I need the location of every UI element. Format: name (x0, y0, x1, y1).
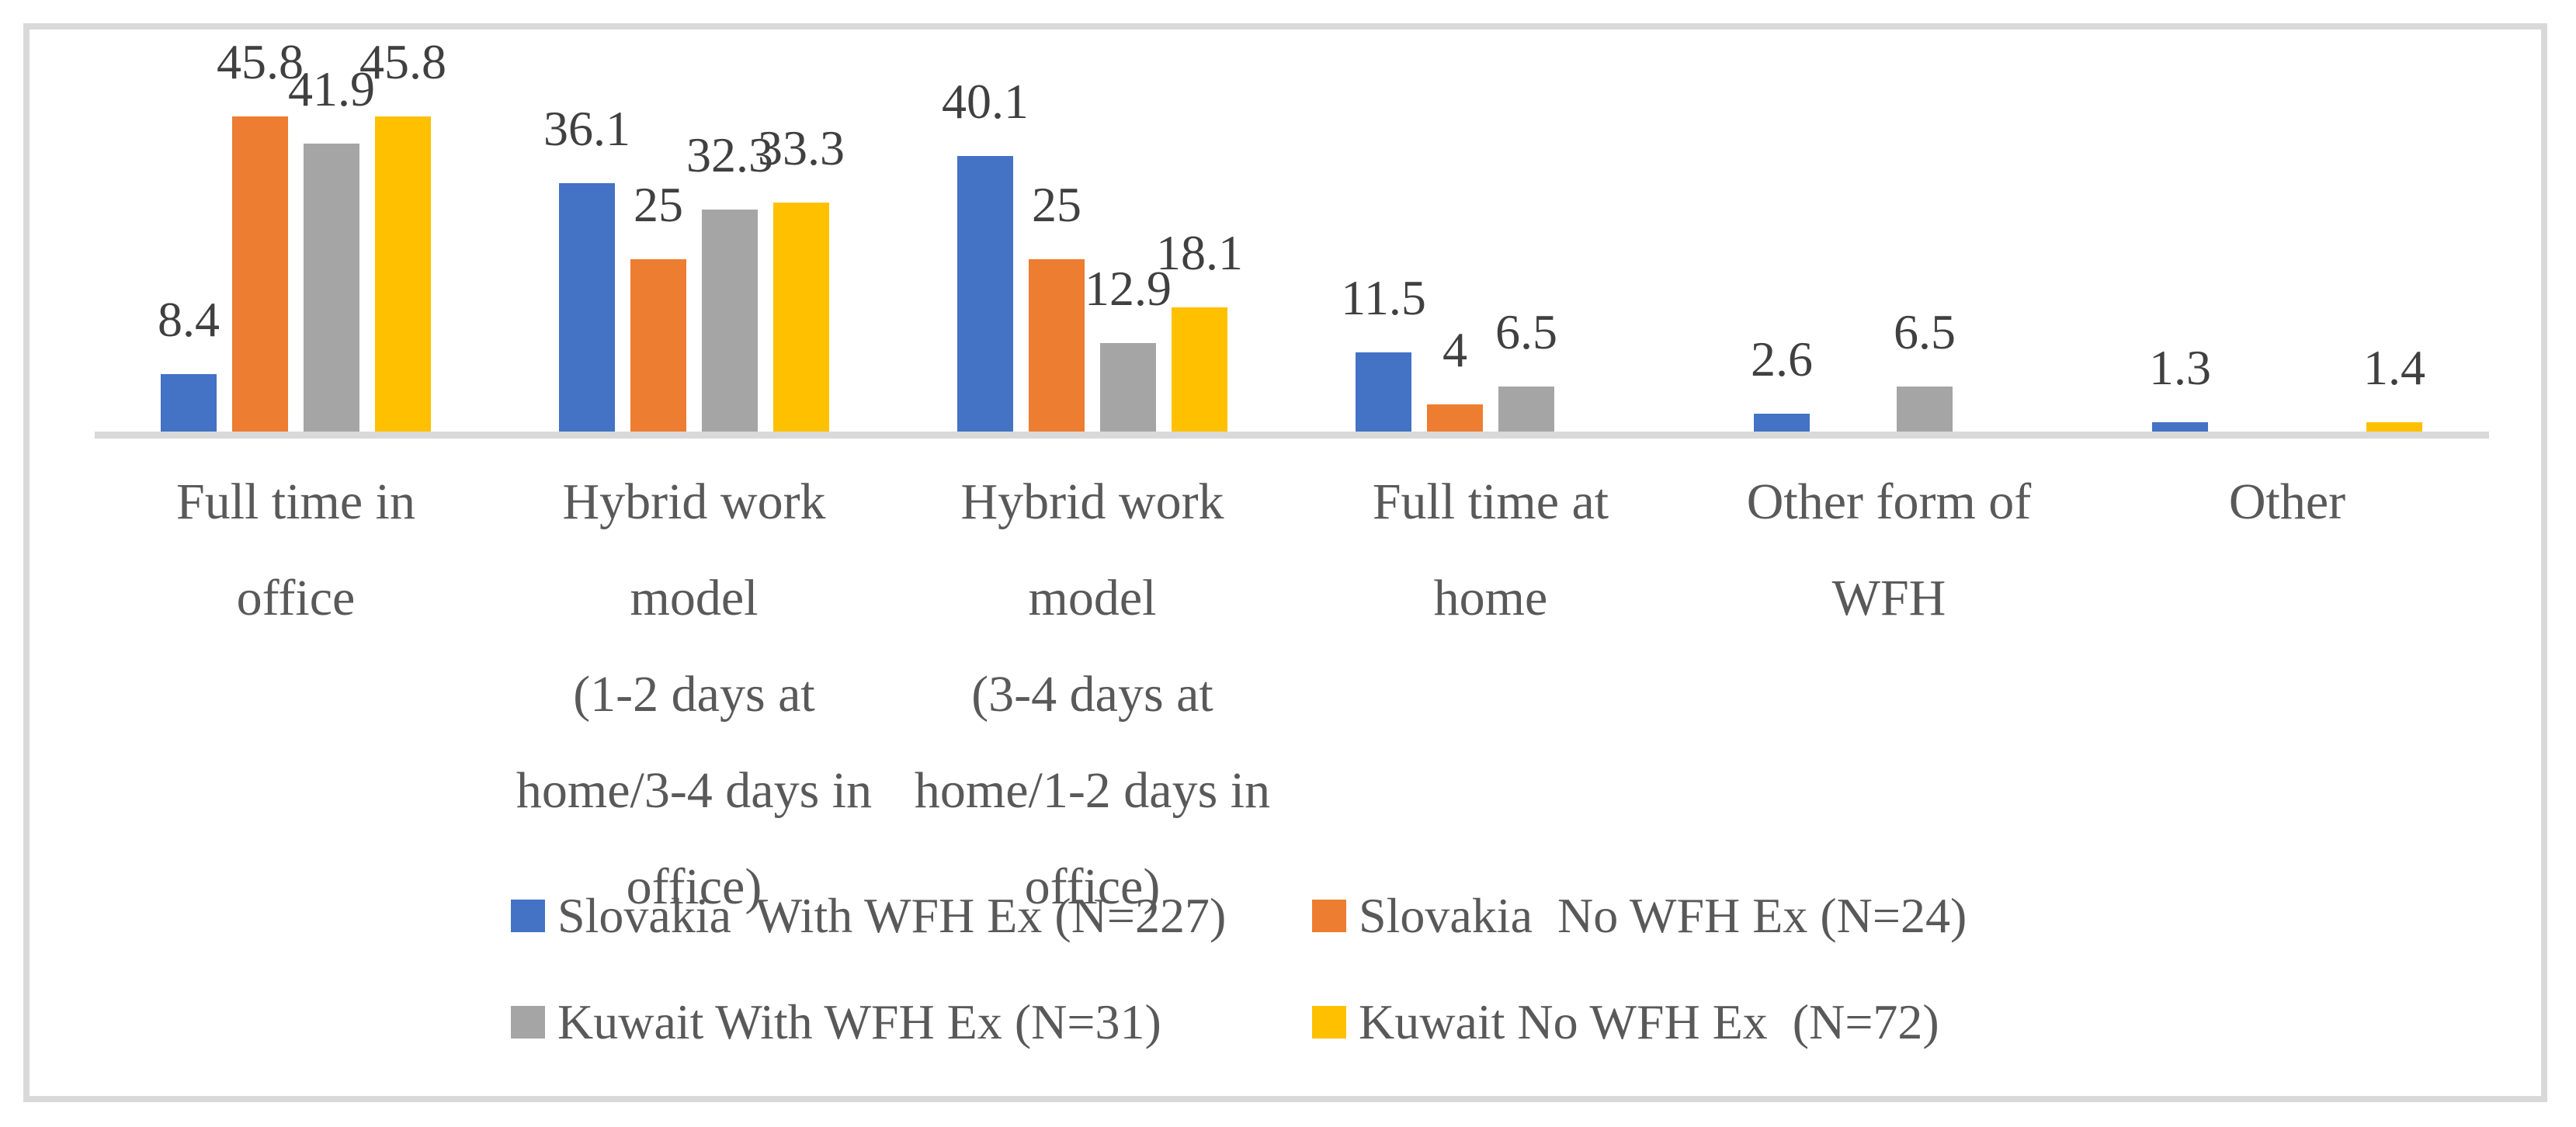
bar (702, 210, 758, 432)
bar (1754, 414, 1810, 432)
bar-value-label: 12.9 (1085, 261, 1172, 316)
category-label: Other form of WFH (1746, 473, 2032, 626)
bar (1356, 352, 1411, 432)
legend-entry: Kuwait With WFH Ex (N=31) (511, 990, 1161, 1055)
bar-value-label: 1.4 (2363, 340, 2425, 395)
bar-value-label: 4 (1442, 322, 1467, 377)
bar (1100, 343, 1156, 432)
bar-value-label: 40.1 (942, 74, 1029, 129)
legend-entry: Slovakia No WFH Ex (N=24) (1312, 883, 1967, 948)
bar-value-label: 25 (634, 177, 683, 232)
legend-swatch-kuwait-no-wfh (1312, 1006, 1346, 1039)
bar-value-label: 6.5 (1894, 304, 1956, 359)
bar-value-label: 32.3 (686, 127, 773, 182)
bar-value-label: 36.1 (543, 101, 630, 156)
bar-value-label: 18.1 (1156, 225, 1243, 280)
bar-value-label: 8.4 (158, 292, 220, 347)
bar-value-label: 45.8 (217, 34, 304, 89)
category-label: Hybrid work model (1-2 days at home/3-4 … (516, 473, 873, 915)
legend-swatch-kuwait-with-wfh (511, 1006, 545, 1039)
chart-frame (23, 23, 2547, 1102)
bar (304, 144, 359, 432)
category-label: Hybrid work model (3-4 days at home/1-2 … (914, 473, 1271, 915)
bar-value-label: 25 (1032, 177, 1081, 232)
bar (2366, 422, 2422, 432)
legend-label: Slovakia No WFH Ex (N=24) (1359, 888, 1967, 943)
bar (630, 259, 686, 432)
bar (1498, 387, 1554, 432)
legend-entry: Kuwait No WFH Ex (N=72) (1312, 990, 1939, 1055)
legend-label: Kuwait With WFH Ex (N=31) (557, 994, 1161, 1049)
bar (773, 203, 829, 432)
bar-value-label: 45.8 (359, 34, 446, 89)
bar (232, 116, 288, 432)
bar (957, 156, 1013, 432)
bar-value-label: 6.5 (1495, 304, 1557, 359)
bar (375, 116, 431, 432)
bar (1427, 404, 1483, 432)
legend-swatch-slovakia-no-wfh (1312, 900, 1346, 932)
category-label: Full time in office (175, 473, 416, 626)
x-axis-line (95, 432, 2489, 439)
legend-entry: Slovakia With WFH Ex (N=227) (511, 883, 1226, 948)
legend-swatch-slovakia-with-wfh (511, 900, 545, 932)
bar-value-label: 11.5 (1341, 270, 1426, 325)
bar-value-label: 33.3 (758, 120, 845, 175)
bar-value-label: 2.6 (1751, 331, 1813, 387)
bar (559, 183, 615, 432)
category-label: Full time at home (1372, 473, 1609, 626)
bar-value-label: 41.9 (288, 61, 375, 116)
bar (161, 374, 217, 432)
bar (1897, 387, 1953, 432)
bar-value-label: 1.3 (2149, 340, 2211, 395)
bar (1172, 307, 1227, 432)
category-label: Other (2228, 473, 2346, 530)
bar (1029, 259, 1085, 432)
legend-label: Slovakia With WFH Ex (N=227) (557, 888, 1227, 943)
legend-label: Kuwait No WFH Ex (N=72) (1359, 994, 1939, 1049)
bar (2152, 422, 2208, 432)
